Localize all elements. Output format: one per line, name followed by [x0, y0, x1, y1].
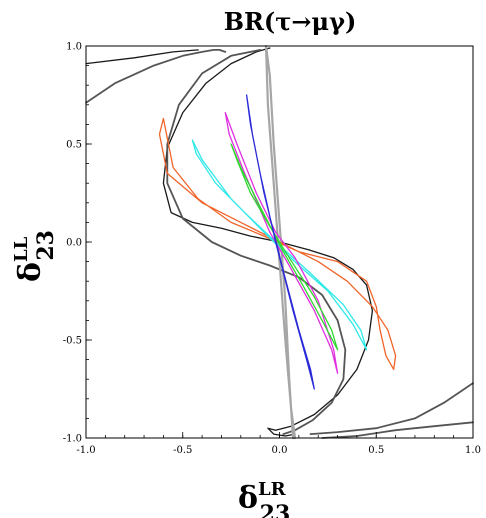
series-blue-11	[245, 94, 315, 390]
series-black-1	[85, 49, 199, 65]
chart-title: BR(τ→μγ)	[224, 7, 357, 36]
x-tick-label: -0.5	[173, 445, 192, 456]
y-tick-label: -1.0	[63, 434, 82, 445]
y-axis-label-sub: 23	[33, 230, 59, 261]
x-axis-label-main: δ	[238, 481, 258, 516]
x-tick-label: -1.0	[76, 445, 95, 456]
y-tick-label: 1.0	[66, 42, 82, 53]
y-tick-label: 0.0	[66, 238, 82, 249]
y-tick-label: 0.5	[66, 140, 82, 151]
x-axis-label: δLR 23	[238, 479, 290, 518]
ticks: -1.0 -0.5 0.0 0.5 1.0 1.0 0.5 0.0 -0.5 -1.0	[63, 42, 481, 457]
y-tick-label: -0.5	[63, 336, 82, 347]
y-axis-label-sup: LL	[11, 236, 32, 262]
y-axis-label-main: δ	[13, 262, 48, 282]
series-dark_gray-5	[309, 382, 474, 435]
series-green-10	[230, 143, 339, 351]
series-dark_gray-2	[85, 49, 227, 104]
x-axis-label-sub: 23	[260, 501, 291, 518]
x-tick-label: 1.0	[465, 445, 481, 456]
series-orange-7	[158, 117, 397, 371]
series-dark_gray-3	[166, 49, 347, 435]
y-axis-label: δLL23	[11, 230, 59, 282]
curves	[85, 44, 474, 440]
x-axis-label-sup: LR	[258, 479, 287, 500]
x-tick-label: 0.5	[368, 445, 384, 456]
series-cyan-8	[191, 139, 368, 351]
series-black-0	[162, 47, 374, 437]
series-dark_gray-4	[321, 421, 474, 439]
x-tick-label: 0.0	[272, 445, 288, 456]
